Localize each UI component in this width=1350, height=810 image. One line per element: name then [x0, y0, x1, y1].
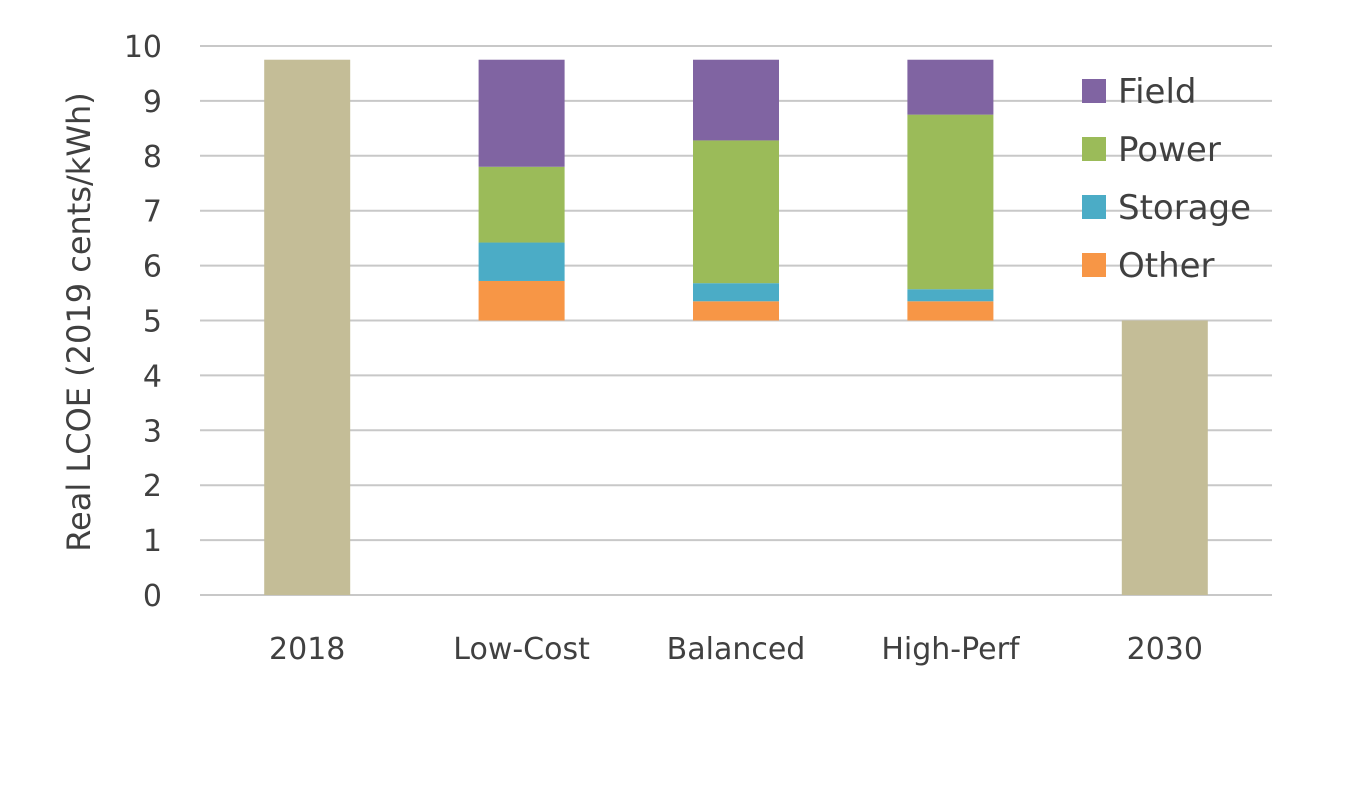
y-tick-label-5: 5 — [143, 305, 162, 340]
bar-high-perf-field — [907, 59, 994, 115]
y-axis-ticks: 0 1 2 3 4 5 6 7 8 9 10 — [124, 30, 162, 614]
y-tick-label-8: 8 — [143, 140, 162, 175]
y-tick-label-10: 10 — [124, 30, 162, 65]
total-bar-2018 — [264, 59, 351, 596]
bar-low-cost-field — [478, 59, 565, 167]
y-tick-label-6: 6 — [143, 250, 162, 285]
total-bar-2030 — [1121, 320, 1208, 595]
x-label-balanced: Balanced — [667, 632, 806, 667]
bar-high-perf-other — [907, 301, 994, 321]
x-label-2030: 2030 — [1127, 632, 1203, 667]
y-tick-label-7: 7 — [143, 195, 162, 230]
legend-swatch-other — [1082, 253, 1106, 277]
y-tick-label-9: 9 — [143, 85, 162, 120]
x-axis-labels: 2018 Low-Cost Balanced High-Perf 2030 — [269, 632, 1203, 667]
bar-high-perf-storage — [907, 289, 994, 302]
bar-low-cost-power — [478, 166, 565, 243]
x-label-low-cost: Low-Cost — [453, 632, 590, 667]
bar-balanced-field — [693, 59, 779, 141]
x-label-2018: 2018 — [269, 632, 345, 667]
legend-label-storage: Storage — [1118, 188, 1251, 228]
bar-high-perf-power — [907, 114, 994, 290]
bar-balanced-power — [693, 140, 779, 284]
bar-balanced-storage — [693, 283, 779, 302]
y-axis-title: Real LCOE (2019 cents/kWh) — [60, 92, 98, 552]
legend-label-field: Field — [1118, 72, 1196, 112]
legend: Field Power Storage Other — [1082, 72, 1251, 286]
y-tick-label-3: 3 — [143, 414, 162, 449]
y-tick-label-0: 0 — [143, 579, 162, 614]
legend-label-power: Power — [1118, 130, 1221, 170]
bar-low-cost-other — [478, 280, 565, 321]
bars — [264, 59, 1208, 596]
legend-label-other: Other — [1118, 246, 1215, 286]
y-tick-label-4: 4 — [143, 359, 162, 394]
y-tick-label-2: 2 — [143, 469, 162, 504]
bar-low-cost-storage — [478, 242, 565, 281]
legend-swatch-field — [1082, 79, 1106, 103]
legend-swatch-storage — [1082, 195, 1106, 219]
y-tick-label-1: 1 — [143, 524, 162, 559]
bar-balanced-other — [693, 301, 779, 321]
legend-swatch-power — [1082, 137, 1106, 161]
x-label-high-perf: High-Perf — [881, 632, 1021, 667]
